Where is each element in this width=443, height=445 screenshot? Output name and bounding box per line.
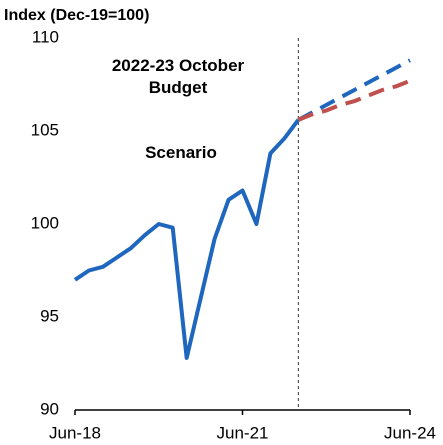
series-label: Scenario (145, 143, 217, 162)
x-tick-label: Jun-18 (49, 423, 101, 442)
y-tick-label: 105 (31, 120, 59, 139)
y-tick-label: 90 (40, 399, 59, 418)
series-line (297, 58, 411, 122)
series-line (73, 118, 300, 360)
series-label: 2022-23 October Budget (112, 56, 245, 97)
x-tick-label: Jun-24 (384, 423, 436, 442)
y-tick-label: 100 (31, 213, 59, 232)
y-tick-label: 110 (32, 27, 59, 46)
x-tick-label: Jun-21 (217, 423, 269, 442)
y-axis-label: Index (Dec-19=100) (4, 7, 149, 24)
series-line (297, 78, 411, 122)
y-tick-label: 95 (40, 306, 59, 325)
